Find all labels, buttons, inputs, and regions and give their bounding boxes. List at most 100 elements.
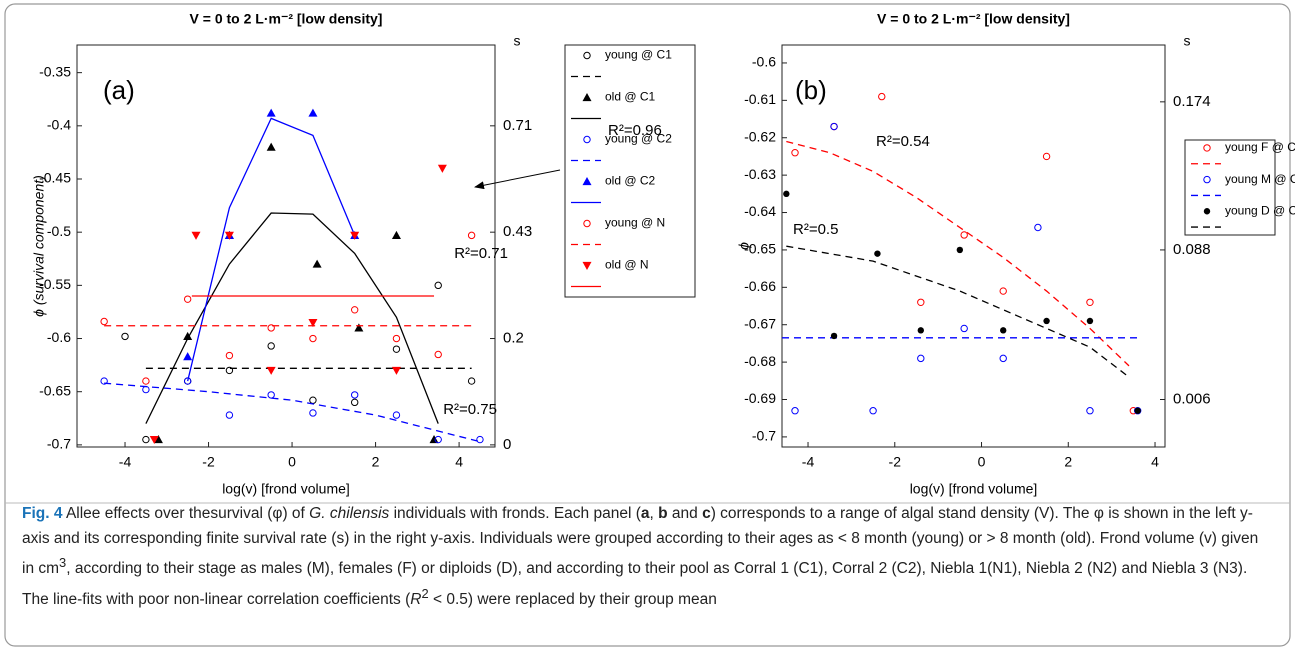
data-point — [267, 391, 275, 399]
caption-text: < 0.5) were replaced by their group mean — [428, 590, 717, 608]
caption-text: c — [702, 505, 711, 522]
y2-tick-label: 0.71 — [503, 117, 532, 134]
fit-line — [786, 140, 1130, 367]
data-point — [100, 377, 108, 385]
data-point — [1034, 223, 1042, 232]
legend-label: young D @ C2 — [1225, 203, 1295, 217]
annotation: R²=0.54 — [876, 133, 930, 150]
figure-border — [4, 3, 1291, 647]
y-tick-label: -0.4 — [47, 117, 71, 133]
data-point — [100, 317, 108, 326]
data-point — [1086, 407, 1094, 415]
data-point — [142, 435, 150, 444]
x-axis-title: log(v) [frond volume] — [222, 481, 350, 497]
y-tick-label: -0.61 — [744, 91, 776, 107]
caption-text: 3 — [59, 555, 67, 570]
legend-marker — [583, 219, 591, 228]
data-point — [434, 281, 442, 290]
data-point — [869, 407, 877, 415]
chart-title: V = 0 to 2 L·m⁻² [low density] — [190, 11, 383, 27]
data-point — [312, 259, 322, 268]
x-tick-label: -4 — [119, 454, 132, 470]
data-point — [434, 350, 442, 359]
data-point — [183, 295, 192, 303]
legend-marker — [1203, 208, 1211, 215]
data-point — [350, 306, 359, 314]
annotation: R²=0.96 — [608, 122, 662, 139]
caption-text: b — [658, 505, 668, 522]
data-point — [956, 246, 964, 254]
legend-label: old @ C1 — [605, 90, 656, 104]
y-tick-label: -0.6 — [752, 54, 776, 70]
legend — [564, 44, 696, 298]
data-point — [308, 108, 318, 117]
caption-text: 2 — [421, 585, 429, 601]
x-tick-label: -2 — [889, 454, 902, 470]
data-point — [830, 332, 838, 340]
data-point — [142, 385, 150, 394]
data-point — [791, 407, 799, 415]
annotation: R²=0.71 — [454, 245, 508, 262]
data-point — [392, 411, 401, 419]
data-point — [121, 332, 129, 341]
data-point — [999, 354, 1007, 363]
y-tick-label: -0.6 — [47, 329, 71, 345]
data-point — [878, 92, 886, 101]
y2-axis-title: s — [514, 33, 521, 49]
y2-tick-label: 0.006 — [1173, 390, 1211, 407]
data-point — [429, 435, 439, 444]
data-point — [392, 334, 401, 343]
data-point — [350, 231, 360, 240]
data-point — [830, 122, 838, 131]
data-point — [917, 354, 925, 363]
data-point — [960, 231, 968, 239]
y-tick-label: -0.55 — [39, 276, 71, 292]
y-tick-label: -0.7 — [47, 436, 71, 452]
caption-text: G. chilensis — [309, 505, 390, 522]
data-point — [149, 435, 159, 445]
data-point — [917, 327, 924, 334]
data-point — [1134, 407, 1141, 414]
legend-marker — [582, 93, 592, 102]
data-point — [354, 323, 364, 332]
annotation: R²=0.5 — [793, 221, 838, 238]
data-point — [960, 324, 968, 333]
data-point — [266, 108, 276, 117]
data-point — [224, 231, 234, 240]
legend-marker — [583, 51, 591, 60]
data-point — [142, 377, 150, 385]
data-point — [1000, 327, 1007, 334]
y-tick-label: -0.62 — [744, 128, 776, 144]
y-tick-label: -0.66 — [744, 278, 776, 294]
fit-line — [187, 117, 356, 382]
data-point — [266, 366, 276, 375]
y-axis-title: ϕ — [736, 242, 752, 250]
data-point — [791, 148, 799, 157]
legend-marker — [582, 261, 592, 270]
data-point — [1086, 298, 1094, 306]
legend-marker — [1203, 175, 1211, 184]
legend-marker — [1203, 144, 1211, 152]
x-tick-label: 2 — [1064, 454, 1072, 470]
chart-title: V = 0 to 2 L·m⁻² [low density] — [877, 11, 1070, 27]
y-tick-label: -0.65 — [39, 382, 71, 398]
y-tick-label: -0.65 — [744, 241, 776, 257]
y-tick-label: -0.69 — [744, 390, 776, 406]
legend-label: young @ N — [605, 216, 665, 230]
data-point — [350, 391, 359, 399]
y2-tick-label: 0.2 — [503, 329, 524, 346]
y2-tick-label: 0.43 — [503, 223, 532, 240]
legend-label: old @ N — [605, 258, 649, 272]
plot-area — [76, 44, 496, 448]
legend-label: young F @ C2 — [1225, 140, 1295, 154]
data-point — [467, 377, 476, 385]
y-tick-label: -0.64 — [744, 203, 776, 219]
y-tick-label: -0.7 — [752, 428, 776, 444]
caption-text: R — [410, 590, 422, 608]
data-point — [917, 298, 925, 306]
x-tick-label: 4 — [1151, 454, 1159, 470]
legend-label: old @ C2 — [605, 174, 656, 188]
x-tick-label: 0 — [288, 454, 296, 470]
y-tick-label: -0.67 — [744, 315, 776, 331]
